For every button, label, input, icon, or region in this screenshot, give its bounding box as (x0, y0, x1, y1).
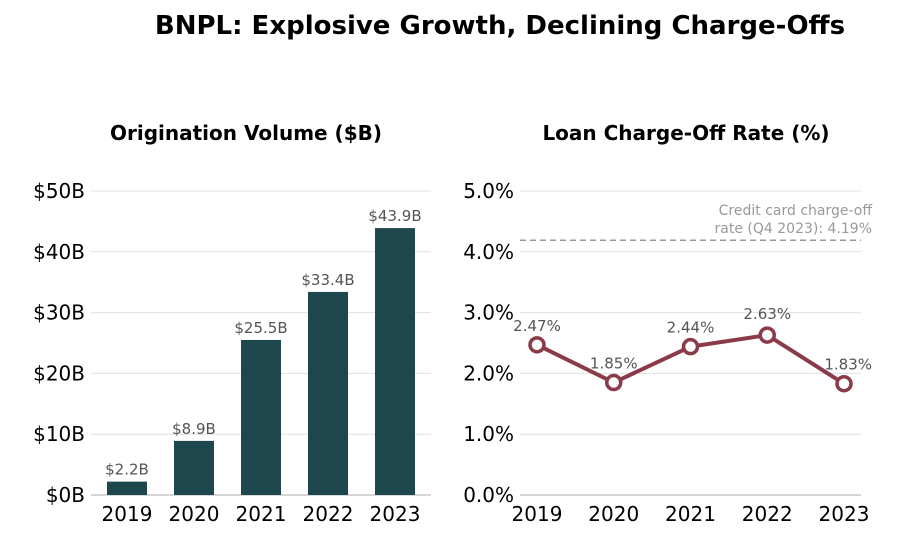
x-tick-label: 2019 (512, 502, 563, 526)
y-tick-label: $50B (33, 179, 85, 203)
data-point (681, 337, 700, 356)
y-tick-label: $30B (33, 301, 85, 325)
bar (107, 481, 147, 495)
bar (375, 228, 415, 495)
y-tick-label: $0B (46, 483, 85, 507)
data-label: 2.63% (743, 305, 791, 323)
reference-line-label: Credit card charge-off (719, 203, 873, 219)
x-tick-label: 2022 (303, 502, 354, 526)
y-tick-label: 1.0% (463, 422, 514, 446)
data-label: $33.4B (301, 271, 354, 289)
x-tick-label: 2021 (236, 502, 287, 526)
data-point (605, 373, 623, 392)
bar-panel: Origination Volume ($B) $0B $10B $20B $30B $4… (33, 121, 431, 526)
bar (241, 339, 281, 495)
data-label: $43.9B (368, 207, 421, 225)
x-tick-label: 2021 (665, 502, 716, 526)
x-tick-label: 2023 (819, 502, 870, 526)
x-tick-label: 2020 (169, 502, 220, 526)
y-tick-label: 3.0% (463, 301, 514, 325)
bar (174, 440, 214, 495)
reference-line-label: rate (Q4 2023): 4.19% (715, 221, 872, 237)
panel-title: Loan Charge-Off Rate (%) (542, 121, 829, 145)
y-tick-label: 2.0% (463, 361, 514, 385)
data-point (528, 336, 546, 354)
data-label: 1.85% (590, 355, 638, 373)
data-label: $25.5B (234, 319, 287, 337)
y-tick-label: 0.0% (463, 483, 514, 507)
y-tick-label: $20B (33, 361, 85, 385)
y-tick-label: $10B (33, 422, 85, 446)
data-point (758, 326, 776, 344)
y-tick-label: 5.0% (463, 179, 514, 203)
data-point (835, 374, 853, 393)
x-tick-label: 2023 (370, 502, 421, 526)
line-panel: Loan Charge-Off Rate (%) 0.0% 1.0% 2.0% 3.0%… (463, 121, 872, 526)
data-label: 2.44% (667, 319, 715, 337)
panel-title: Origination Volume ($B) (110, 121, 382, 145)
figure-title: BNPL: Explosive Growth, Declining Charge… (155, 11, 845, 41)
x-tick-label: 2019 (102, 502, 153, 526)
data-label: 2.47% (513, 317, 561, 335)
y-tick-label: $40B (33, 240, 85, 264)
data-label: $2.2B (105, 461, 149, 479)
y-tick-label: 4.0% (463, 240, 514, 264)
bar (308, 291, 348, 495)
data-label: 1.83% (824, 356, 872, 374)
data-label: $8.9B (172, 420, 216, 438)
x-tick-label: 2020 (588, 502, 639, 526)
x-tick-label: 2022 (742, 502, 793, 526)
